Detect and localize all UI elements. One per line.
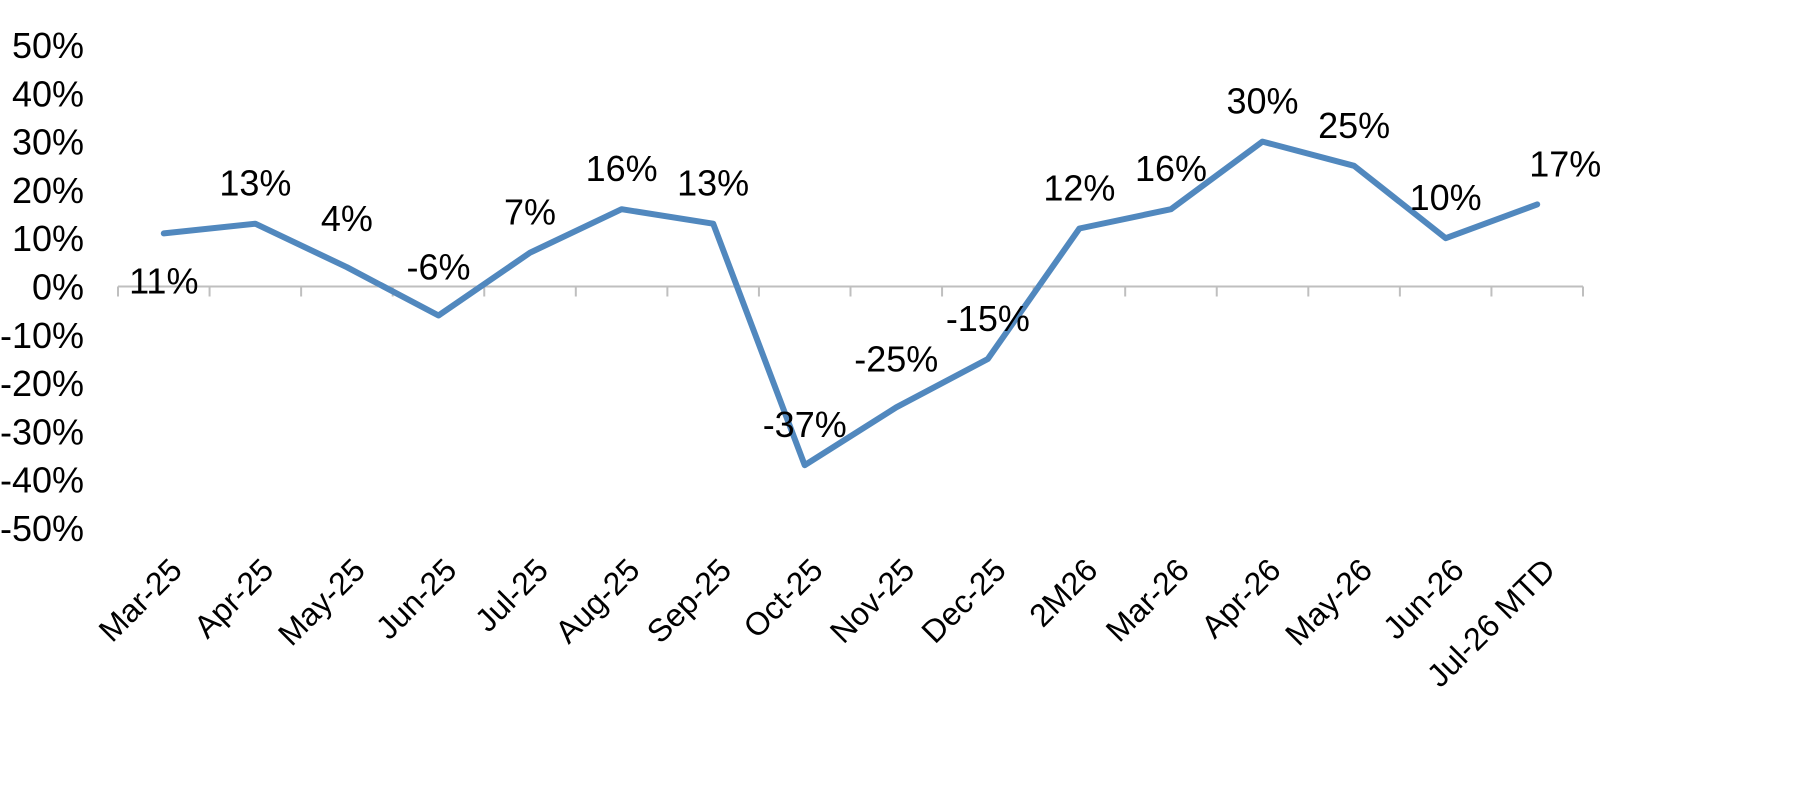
y-tick-label: -20% — [0, 363, 84, 404]
data-label: 17% — [1529, 143, 1601, 184]
x-tick-label: Sep-25 — [640, 551, 738, 649]
series-line — [160, 138, 1541, 469]
x-tick-label: Nov-25 — [823, 551, 921, 649]
data-label: 30% — [1227, 81, 1299, 122]
y-axis-tick-labels: 50% 40% 30% 20% 10% 0% -10% -20% -30% -40% -50% — [0, 25, 84, 549]
x-tick-label: Jul-25 — [468, 551, 555, 638]
y-tick-label: 30% — [12, 122, 84, 163]
data-labels: 11% 13% 4% -6% 7% 16% 13% -37%-25%-15% 12% 16% 30%… — [129, 81, 1601, 446]
x-tick-label: Aug-25 — [548, 551, 646, 649]
data-label: -37% — [763, 404, 847, 445]
data-label: 16% — [1135, 148, 1207, 189]
data-label: 4% — [321, 198, 373, 239]
x-tick-label: Apr-26 — [1194, 551, 1287, 644]
data-label: 16% — [586, 148, 658, 189]
y-tick-label: 20% — [12, 170, 84, 211]
x-tick-label: Apr-25 — [187, 551, 280, 644]
x-tick-label: 2M26 — [1022, 551, 1104, 633]
y-tick-label: -30% — [0, 411, 84, 452]
y-tick-label: 0% — [32, 267, 84, 308]
x-tick-label: Oct-25 — [736, 551, 829, 644]
x-tick-label: Mar-25 — [92, 551, 189, 648]
data-label: 13% — [219, 163, 291, 204]
x-tick-label: Mar-26 — [1099, 551, 1196, 648]
data-label: 13% — [677, 163, 749, 204]
x-tick-label: May-26 — [1278, 551, 1379, 652]
x-tick-label: May-25 — [271, 551, 372, 652]
y-tick-label: 10% — [12, 218, 84, 259]
y-tick-label: 40% — [12, 73, 84, 114]
data-label: -15% — [946, 298, 1030, 339]
data-label: 10% — [1410, 177, 1482, 218]
data-label: 11% — [129, 260, 198, 301]
data-label: 25% — [1318, 105, 1390, 146]
y-tick-label: -10% — [0, 315, 84, 356]
data-label: 12% — [1043, 168, 1115, 209]
data-label: -6% — [406, 246, 470, 287]
series-line-group — [160, 138, 1541, 469]
y-tick-label: -50% — [0, 508, 84, 549]
x-axis — [117, 285, 1584, 297]
data-label: 7% — [504, 192, 556, 233]
data-label: -25% — [854, 338, 938, 379]
x-tick-label: Jun-25 — [369, 551, 464, 646]
y-tick-label: 50% — [12, 25, 84, 66]
x-tick-label: Dec-25 — [914, 551, 1012, 649]
y-tick-label: -40% — [0, 460, 84, 501]
